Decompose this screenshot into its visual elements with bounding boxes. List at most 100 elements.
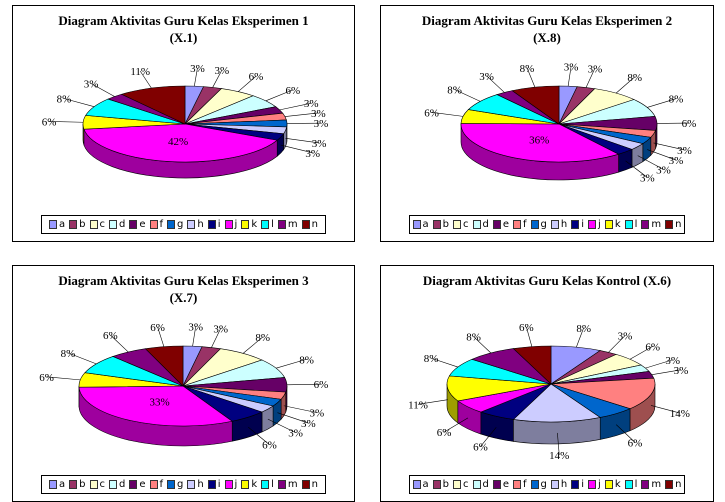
data-label-l: 8% — [424, 353, 439, 365]
legend-entry-m: m — [277, 219, 298, 230]
data-label-k: 6% — [39, 372, 54, 384]
legend-label: j — [234, 479, 238, 490]
legend-entry-k: k — [604, 479, 621, 490]
legend-swatch — [187, 220, 196, 229]
pie-chart-panel-3: Diagram Aktivitas Guru Kelas Eksperimen … — [12, 265, 355, 502]
legend-label: b — [79, 479, 86, 490]
leader-line — [645, 359, 673, 369]
legend-swatch — [453, 220, 461, 229]
legend-label: i — [581, 219, 585, 230]
legend-entry-j: j — [588, 219, 601, 230]
leader-line — [238, 76, 257, 92]
pie-plot: 8%3%6%3%3%14%6%14%6%6%11%8%8%6% — [408, 322, 690, 462]
legend-label: f — [159, 479, 164, 490]
legend-entry-n: n — [665, 479, 681, 490]
legend-swatch — [412, 220, 421, 229]
legend-label: h — [197, 219, 204, 230]
legend-swatch — [432, 480, 441, 489]
data-label-c: 8% — [627, 72, 642, 84]
data-label-j: 42% — [168, 136, 188, 148]
legend-label: l — [271, 219, 274, 230]
legend-label: i — [217, 219, 221, 230]
leader-line — [63, 98, 95, 107]
legend-swatch — [550, 220, 559, 229]
legend-swatch — [277, 480, 286, 489]
pie-plot: 3% 3%6%6%3%3%3%3%3%42%6%8%3%11% — [42, 63, 328, 179]
leader-line — [276, 358, 307, 369]
legend-label: e — [139, 219, 146, 230]
data-label-a: 8% — [576, 323, 591, 335]
data-label-m: 3% — [84, 79, 99, 91]
legend-entry-f: f — [513, 479, 527, 490]
legend-label: d — [119, 219, 126, 230]
data-label-i: 3% — [305, 148, 320, 160]
data-label-j: 33% — [150, 397, 170, 409]
legend-label: l — [634, 479, 638, 490]
pie-slice-n — [512, 345, 552, 385]
legend-label: a — [59, 219, 66, 230]
legend-swatch — [492, 480, 501, 489]
leader-line — [90, 83, 115, 97]
legend-swatch — [167, 480, 176, 489]
pie-slice-j — [460, 123, 620, 163]
leader-line — [283, 405, 317, 413]
leader-line — [417, 399, 448, 405]
data-label-j: 36% — [529, 134, 549, 146]
legend-swatch — [109, 480, 117, 489]
data-label-d: 6% — [285, 85, 300, 97]
chart-title: Diagram Aktivitas Guru Kelas Eksperimen … — [381, 12, 713, 46]
legend-swatch — [624, 480, 633, 489]
legend-label: n — [675, 479, 682, 490]
data-label-h: 3% — [312, 138, 327, 150]
legend-swatch — [412, 480, 421, 489]
chart-title-line-1: Diagram Aktivitas Guru Kelas Eksperimen … — [58, 13, 309, 28]
leader-line — [454, 89, 481, 102]
leader-line — [430, 357, 458, 368]
legend-entry-c: c — [453, 219, 469, 230]
legend-swatch — [513, 220, 522, 229]
legend-label: h — [560, 479, 568, 490]
legend-swatch — [604, 220, 613, 229]
legend-swatch — [571, 220, 580, 229]
data-label-f: 3% — [309, 408, 324, 420]
legend-label: g — [177, 219, 184, 230]
leader-line — [265, 89, 293, 102]
leader-line — [212, 69, 223, 88]
data-label-c: 6% — [249, 71, 264, 83]
legend-swatch — [432, 220, 441, 229]
legend-entry-e: e — [492, 479, 509, 490]
legend-entry-d: d — [472, 479, 489, 490]
data-label-a: 3% — [188, 321, 203, 333]
data-label-k: 6% — [42, 116, 57, 128]
legend-label: f — [159, 219, 164, 230]
leader-line — [651, 369, 682, 376]
leader-line — [647, 98, 677, 108]
legend-swatch — [224, 480, 233, 489]
legend-entry-b: b — [432, 479, 449, 490]
legend-swatch — [241, 220, 250, 229]
legend-label: j — [598, 219, 601, 230]
legend-label: i — [581, 479, 585, 490]
leader-line — [615, 424, 636, 443]
leader-line — [110, 334, 129, 353]
data-label-c: 6% — [645, 341, 660, 353]
chart-title: Diagram Aktivitas Guru Kelas Kontrol (X.… — [381, 272, 713, 289]
pie-slice-j — [78, 385, 233, 427]
legend-entry-d: d — [109, 479, 125, 490]
data-label-k: 11% — [408, 399, 428, 411]
data-label-i: 6% — [262, 440, 277, 452]
legend-label: c — [463, 219, 469, 230]
pie-plot: 3% 3%8%8%6%3%3%3%6%33%6%8%6%6% — [39, 321, 328, 452]
legend-entry-c: c — [89, 479, 105, 490]
legend-swatch — [665, 480, 674, 489]
legend-entry-k: k — [604, 219, 621, 230]
data-label-d: 8% — [669, 94, 684, 106]
data-label-n: 11% — [130, 66, 150, 78]
legend-label: l — [634, 219, 638, 230]
pie-slice-n — [120, 85, 186, 125]
legend-swatch — [604, 480, 613, 489]
chart-legend: a b c d e f g h i j k l m n — [41, 215, 326, 234]
data-label-d: 8% — [299, 354, 314, 366]
data-label-b: 3% — [213, 323, 228, 335]
leader-line — [285, 138, 320, 144]
